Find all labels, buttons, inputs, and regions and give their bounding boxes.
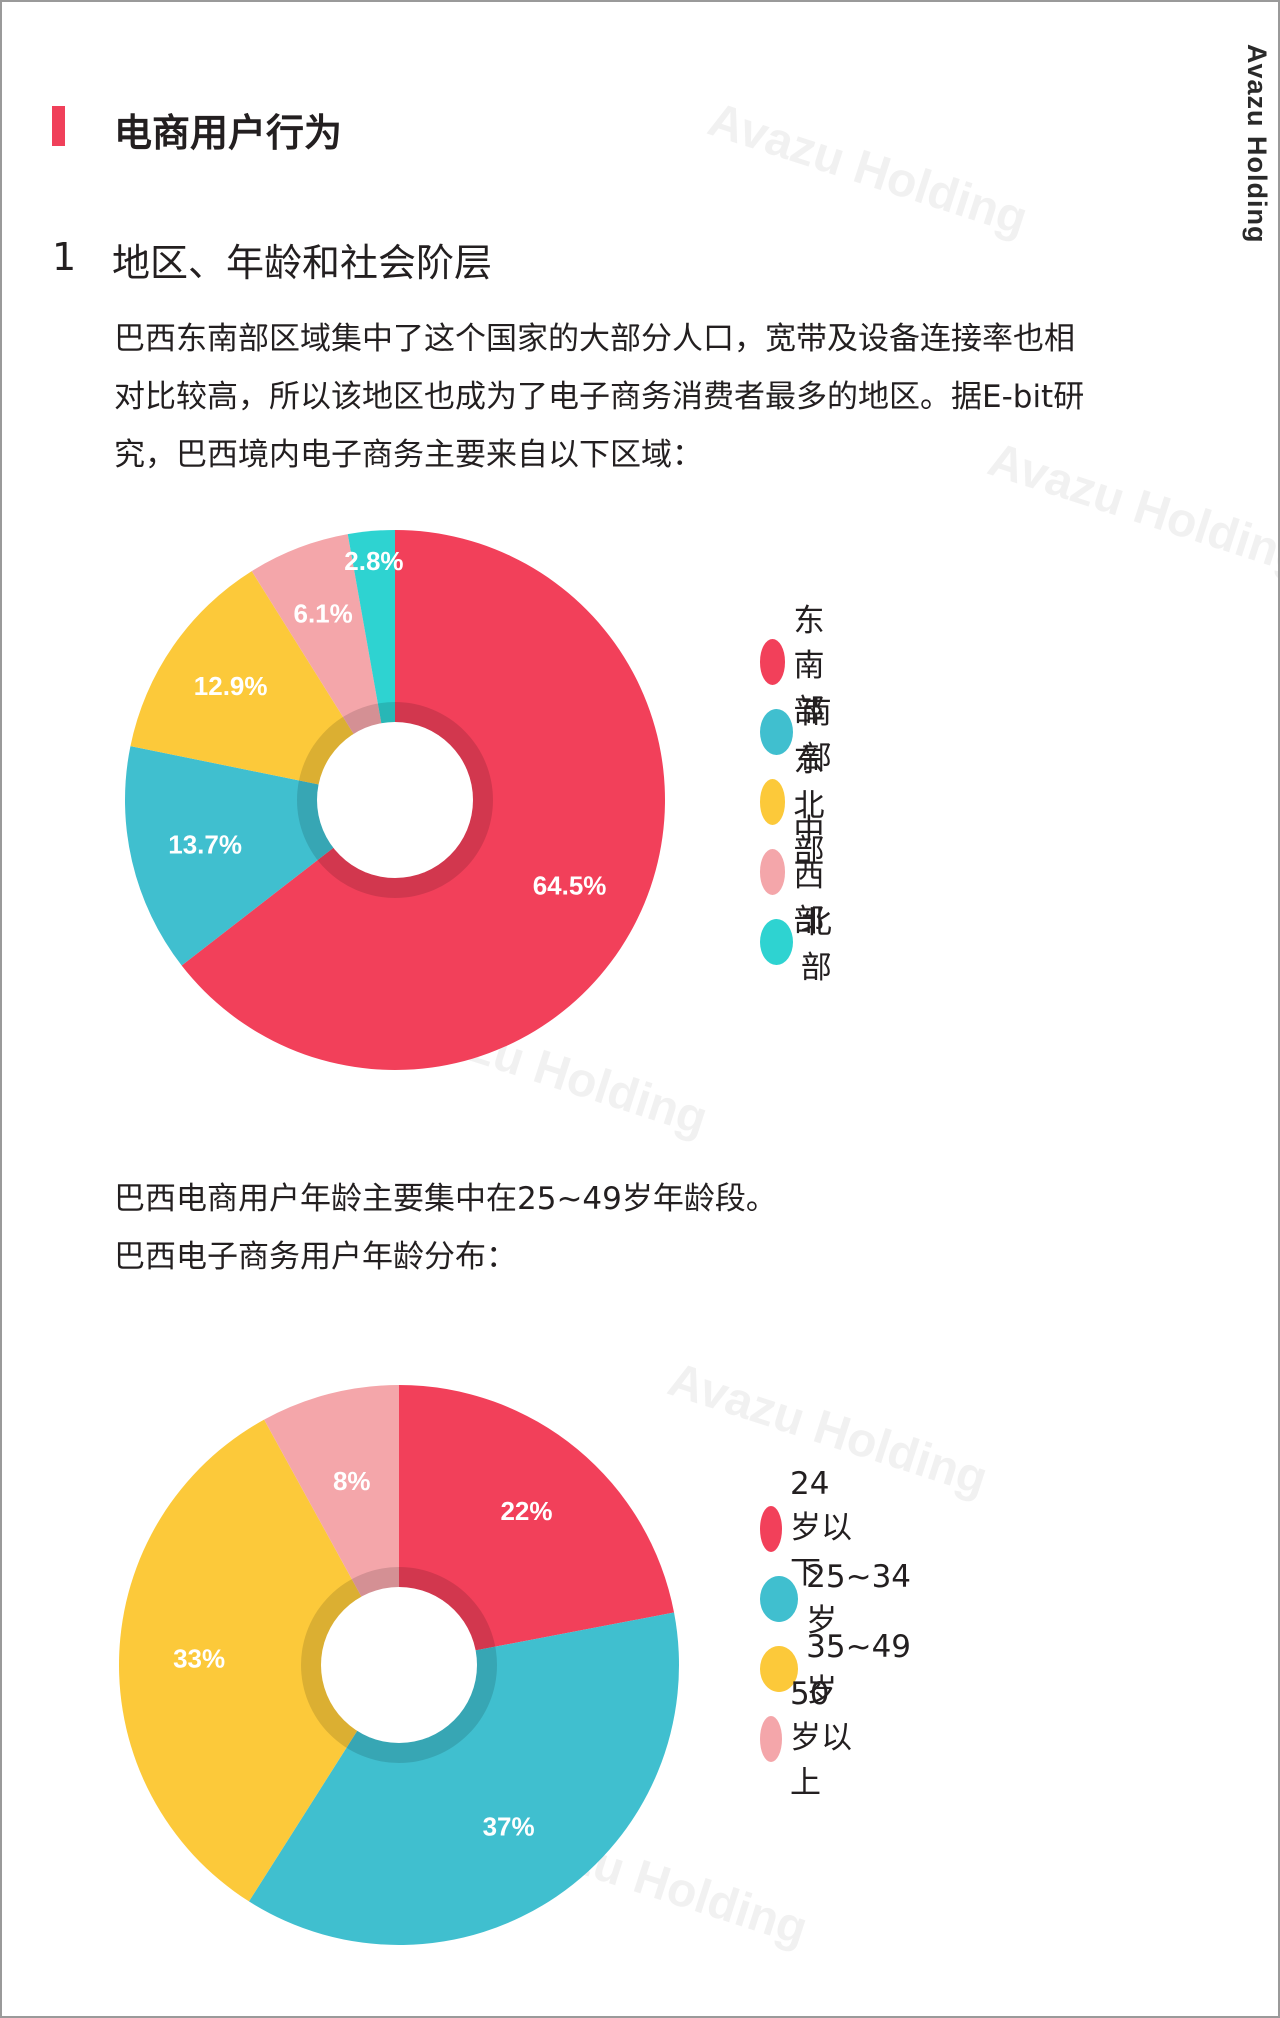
chart1-legend-swatch [760,639,786,685]
chart2-legend-label: 35~49岁 [806,1628,912,1709]
age-paragraph: 巴西电商用户年龄主要集中在25~49岁年龄段。 巴西电子商务用户年龄分布： [114,1170,777,1286]
section-accent-bar [52,106,65,146]
chart2-legend-item: 25~34岁 [760,1559,919,1639]
chart2-slice-0 [399,1385,675,1665]
chart2-slice-2 [118,1419,399,1902]
subsection-number: 1 [52,235,77,279]
chart1-legend-item: 中西部 [760,813,845,939]
chart2-data-label-1: 37% [483,1811,535,1841]
chart1-legend-swatch [760,849,786,895]
chart1-legend-item: 东北部 [760,743,845,869]
chart2-legend-swatch [760,1716,783,1762]
chart1-data-label-4: 2.8% [344,546,403,576]
chart1-data-label-2: 12.9% [194,671,268,701]
chart1-legend-label: 中西部 [793,812,825,939]
chart2-legend-label: 25~34岁 [806,1558,912,1639]
paragraph-line: 巴西电子商务用户年龄分布： [114,1239,517,1275]
chart2-legend-label: 50岁以上 [790,1676,853,1801]
chart1-legend-item: 东南部 [760,603,845,729]
paragraph-line: 对比较高，所以该地区也成为了电子商务消费者最多的地区。据E-bit研 [114,379,1085,415]
chart1-data-label-3: 6.1% [293,598,352,628]
chart2-slice-1 [248,1612,679,1946]
paragraph-line: 巴西东南部区域集中了这个国家的大部分人口，宽带及设备连接率也相 [114,321,1075,357]
chart2-hole [321,1587,477,1743]
paragraph-line: 巴西电商用户年龄主要集中在25~49岁年龄段。 [114,1181,777,1217]
chart1-legend-label: 南部 [800,695,832,776]
subsection-title: 地区、年龄和社会阶层 [112,241,493,285]
section-title: 电商用户行为 [114,111,343,155]
region-paragraph: 巴西东南部区域集中了这个国家的大部分人口，宽带及设备连接率也相 对比较高，所以该… [114,310,1194,484]
chart1-legend-item: 南部 [760,695,845,776]
chart2-legend-swatch [760,1506,783,1552]
brand-label: Avazu Holding [1242,44,1272,244]
chart2-data-label-3: 8% [333,1466,371,1496]
chart1-slice-2 [130,571,395,800]
chart1-hole [317,722,473,878]
chart2-legend-item: 24岁以下 [760,1466,853,1591]
chart2-legend-swatch [760,1646,799,1692]
chart2-data-label-2: 33% [173,1644,225,1674]
chart2-legend-item: 35~49岁 [760,1629,919,1709]
chart1-legend-item: 北部 [760,905,845,986]
paragraph-line: 究，巴西境内电子商务主要来自以下区域： [114,437,703,473]
chart2-data-label-0: 22% [500,1496,552,1526]
chart2-legend-item: 50岁以上 [760,1676,853,1801]
chart1-data-label-1: 13.7% [168,829,242,859]
chart1-data-label-0: 64.5% [533,871,607,901]
chart1-legend-swatch [760,779,786,825]
chart1-legend-label: 东南部 [793,602,825,729]
chart1-legend-swatch [760,709,793,755]
chart2-legend-label: 24岁以下 [790,1466,853,1591]
chart1-legend-swatch [760,919,793,965]
chart1-legend-label: 东北部 [793,742,825,869]
chart2-legend-swatch [760,1576,799,1622]
chart1-legend-label: 北部 [800,905,832,986]
